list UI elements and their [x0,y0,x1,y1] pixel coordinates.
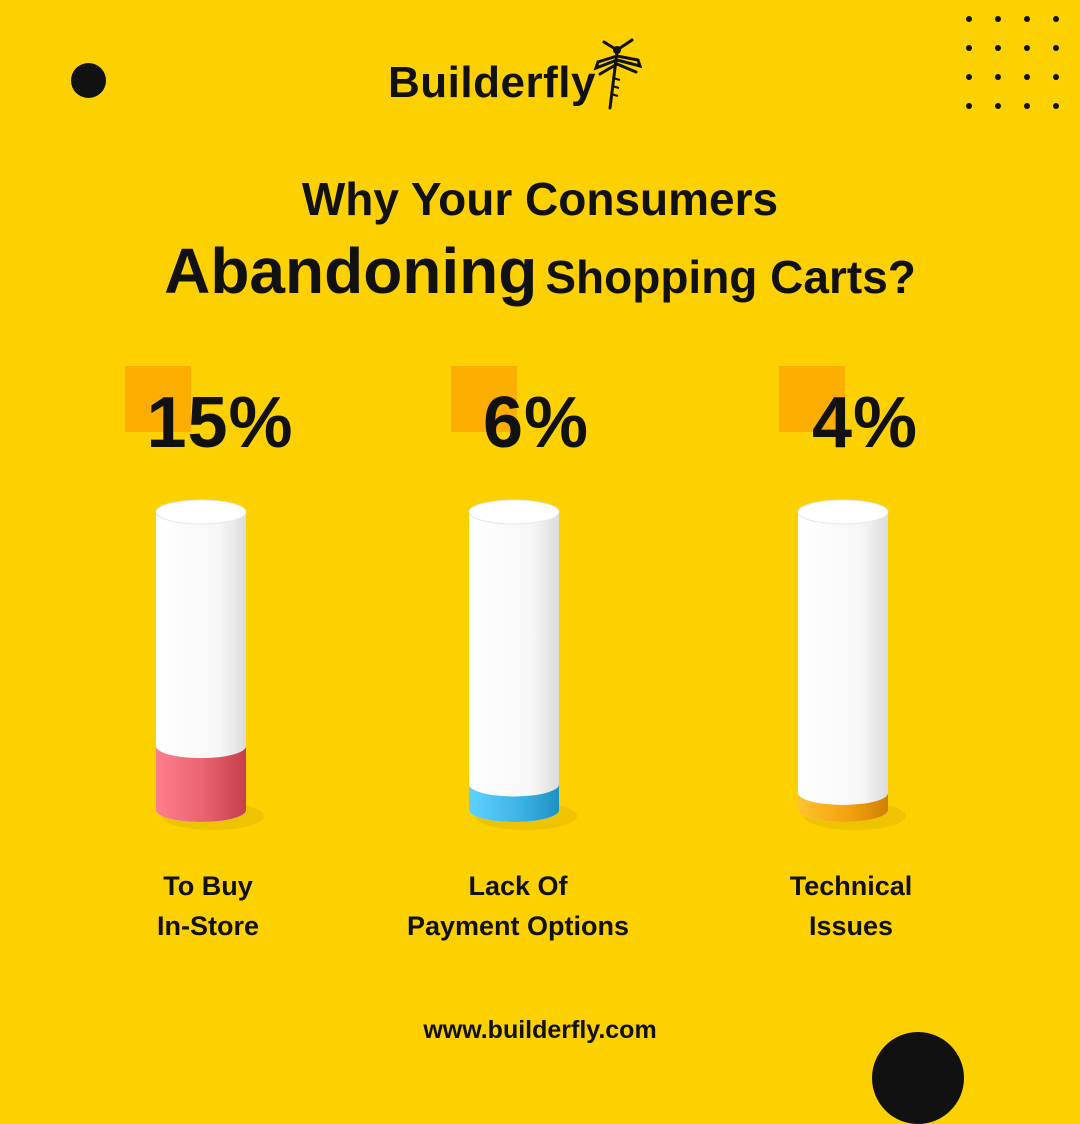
accent-square-1 [125,366,191,432]
headline-rest: Shopping Carts? [545,251,916,303]
brand-logo: Builderfly [388,38,642,128]
grid-dot [1024,45,1030,51]
category-label-3: Technical Issues [691,866,1011,946]
grid-dot [966,74,972,80]
grid-dot [995,16,1001,22]
bar-fill [156,746,246,822]
grid-dot [966,103,972,109]
grid-dot [966,16,972,22]
headline-line-1: Why Your Consumers [301,173,779,225]
category-label-1-line-1: To Buy [163,871,253,901]
category-label-2-line-1: Lack Of [468,871,568,901]
accent-square-2 [451,366,517,432]
category-label-2-line-2: Payment Options [406,911,630,941]
grid-dot [995,45,1001,51]
decorative-dot-grid [966,16,1066,116]
decorative-dot [71,63,106,98]
grid-dot [1024,74,1030,80]
category-label-3-line-2: Issues [808,911,894,941]
category-label-3-line-1: Technical [789,871,913,901]
accent-square-3 [779,366,845,432]
grid-dot [1053,103,1059,109]
grid-dot [966,45,972,51]
grid-dot [1024,16,1030,22]
bar-fill [469,784,559,822]
bar-3 [797,499,906,830]
bar-cap [468,499,560,525]
value-label-2: 6% [482,383,590,463]
headline-emphasis: Abandoning [164,235,538,307]
bar-tube-body [156,512,246,822]
bar-cap [155,499,247,525]
headline-line-2: Abandoning Shopping Carts? [0,234,1080,308]
dragonfly-icon [593,38,642,110]
category-label-1-line-2: In-Store [156,911,259,941]
grid-dot [1024,103,1030,109]
category-label-1: To Buy In-Store [48,866,368,946]
grid-dot [1053,45,1059,51]
bar-tube-body [798,512,888,822]
decorative-circle [872,1032,964,1124]
bar-1 [155,499,264,830]
grid-dot [1053,74,1059,80]
category-label-2: Lack Of Payment Options [358,866,678,946]
grid-dot [995,103,1001,109]
bar-cap [797,499,889,525]
grid-dot [1053,16,1059,22]
brand-name: Builderfly [388,58,596,107]
website-link[interactable]: www.builderfly.com [423,1016,657,1044]
grid-dot [995,74,1001,80]
bar-fill [798,792,888,822]
bar-2 [468,499,577,830]
value-label-1: 15% [146,383,294,463]
bar-tube-body [469,512,559,822]
value-label-3: 4% [811,383,919,463]
